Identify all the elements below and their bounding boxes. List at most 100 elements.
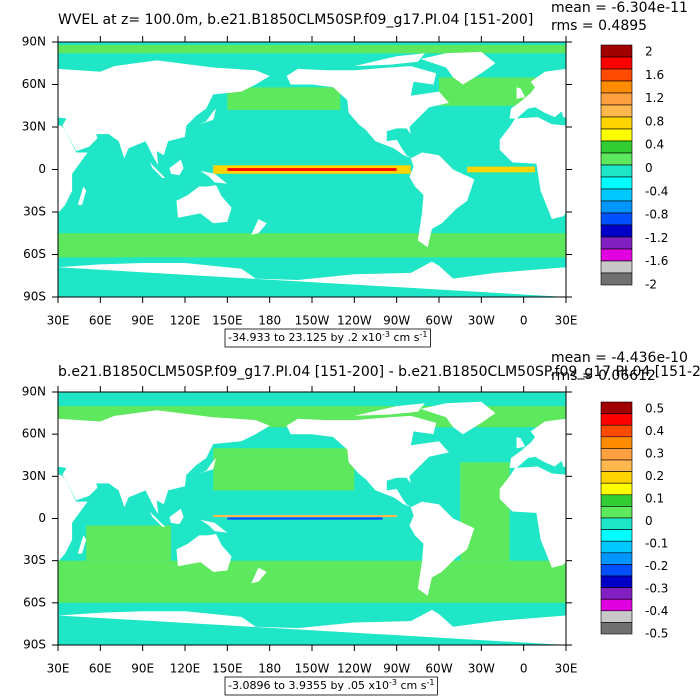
range-label: -3.0896 to 3.9355 by .05 x10-3 cm s-1	[228, 678, 434, 693]
land	[286, 415, 449, 508]
colorbar-box	[600, 482, 633, 496]
panel-title: WVEL at z= 100.0m, b.e21.B1850CLM50SP.f0…	[58, 12, 533, 28]
colorbar-box	[600, 494, 633, 507]
x-tick-label: 120E	[170, 662, 201, 676]
colorbar-label: 0	[645, 161, 653, 175]
southern-band	[58, 560, 566, 603]
range-label-box	[224, 328, 431, 348]
x-tick-label: 30E	[555, 662, 578, 676]
land	[58, 609, 566, 645]
land	[176, 534, 232, 572]
y-tick-label: 60N	[22, 427, 46, 441]
land	[566, 610, 700, 645]
land	[200, 170, 228, 184]
land	[678, 160, 692, 176]
n-pacific	[227, 87, 341, 110]
colorbar-box	[600, 260, 633, 274]
land	[354, 53, 425, 67]
x-tick-label: 30E	[47, 314, 70, 328]
colorbar-box	[600, 104, 633, 118]
land	[77, 535, 87, 554]
colorbar-box	[600, 401, 633, 414]
range-label-part: cm s	[397, 679, 427, 692]
panel-title: b.e21.B1850CLM50SP.f09_g17.PI.04 [151-20…	[58, 364, 700, 380]
land	[499, 466, 566, 568]
colorbar-box	[600, 448, 633, 461]
range-label-part: cm s	[390, 331, 420, 344]
x-tick-label: 60W	[425, 662, 452, 676]
rms-label: rms = 0.4895	[551, 18, 647, 34]
land	[420, 51, 496, 85]
land	[586, 187, 594, 205]
colorbar-box	[600, 164, 633, 178]
arctic-band	[58, 44, 566, 54]
x-tick-label: 150E	[212, 314, 243, 328]
n-pacific	[213, 448, 355, 491]
colorbar-box	[600, 564, 633, 577]
y-tick-label: 0	[38, 511, 46, 525]
colorbar-box	[600, 236, 633, 250]
x-tick-label: 30W	[468, 314, 495, 328]
colorbar-label: -2	[645, 278, 657, 292]
colorbar-label: -1.6	[645, 254, 668, 268]
colorbar-box	[600, 248, 633, 262]
colorbar-box	[600, 176, 633, 190]
x-tick-label: 90W	[383, 314, 410, 328]
y-tick-label: 0	[38, 162, 46, 176]
land	[516, 87, 526, 99]
range-label-part: -3.0896 to 3.9355 by .05 x10	[228, 679, 389, 692]
y-tick-label: 30S	[23, 205, 46, 219]
colorbar-box	[600, 128, 633, 142]
land	[420, 401, 496, 435]
land	[149, 162, 166, 178]
land	[169, 508, 184, 525]
colorbar-box	[600, 80, 633, 94]
x-tick-label: 150W	[295, 314, 330, 328]
land	[9, 87, 18, 98]
eq-red	[227, 168, 397, 171]
y-tick-label: 60N	[22, 77, 46, 91]
colorbar-box	[600, 212, 633, 226]
colorbar-label: -0.3	[645, 582, 668, 596]
land	[77, 186, 87, 205]
land	[678, 509, 692, 524]
x-tick-label: 90W	[383, 662, 410, 676]
land	[149, 511, 166, 527]
land	[58, 474, 88, 562]
y-tick-label: 30N	[22, 469, 46, 483]
colorbar-box	[600, 622, 633, 635]
colorbar-box	[600, 598, 633, 612]
colorbar-box	[600, 68, 633, 82]
colorbar-label: 0.3	[645, 447, 664, 461]
land	[169, 159, 184, 176]
range-label-part: -3	[382, 330, 390, 339]
map-panel: b.e21.B1850CLM50SP.f09_g17.PI.04 [151-20…	[22, 350, 700, 696]
land	[251, 219, 267, 235]
colorbar-box	[600, 575, 633, 588]
colorbar-box	[600, 424, 633, 438]
map-panel: WVEL at z= 100.0m, b.e21.B1850CLM50SP.f0…	[9, 0, 692, 348]
colorbar-box	[600, 529, 633, 542]
colorbar-box	[600, 517, 633, 530]
colorbar-label: 0.2	[645, 469, 664, 483]
x-tick-label: 30E	[47, 662, 70, 676]
colorbar-box	[600, 459, 633, 472]
colorbar-label: 1.6	[645, 68, 664, 82]
field	[58, 392, 700, 645]
x-tick-label: 0	[520, 314, 528, 328]
x-tick-label: 150W	[295, 662, 330, 676]
colorbar-label: 0.5	[645, 402, 664, 416]
colorbar-box	[600, 44, 633, 58]
colorbar-box	[600, 436, 633, 449]
land	[499, 117, 566, 220]
range-label-box	[224, 676, 438, 696]
land	[409, 152, 475, 248]
land	[200, 519, 228, 533]
colorbar-label: 0.4	[645, 424, 664, 438]
x-tick-label: 120E	[170, 314, 201, 328]
land	[354, 403, 425, 416]
colorbar-label: -0.4	[645, 184, 668, 198]
colorbar-label: 0.1	[645, 492, 664, 506]
southern-band	[58, 233, 566, 258]
land	[509, 418, 566, 468]
